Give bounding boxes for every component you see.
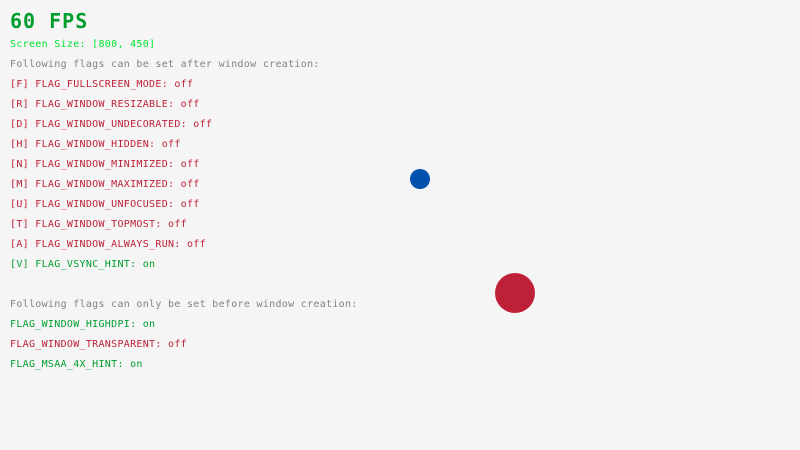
flag-status-after-5: [M] FLAG_WINDOW_MAXIMIZED: off (10, 179, 200, 190)
before-creation-header: Following flags can only be set before w… (10, 299, 358, 310)
screen-size-label: Screen Size: [800, 450] (10, 39, 156, 50)
flag-status-after-6: [U] FLAG_WINDOW_UNFOCUSED: off (10, 199, 200, 210)
flag-status-after-2: [D] FLAG_WINDOW_UNDECORATED: off (10, 119, 213, 130)
flag-status-after-1: [R] FLAG_WINDOW_RESIZABLE: off (10, 99, 200, 110)
fps-counter: 60 FPS (10, 9, 89, 33)
flag-status-after-3: [H] FLAG_WINDOW_HIDDEN: off (10, 139, 181, 150)
flag-status-after-0: [F] FLAG_FULLSCREEN_MODE: off (10, 79, 194, 90)
flag-status-after-9: [V] FLAG_VSYNC_HINT: on (10, 259, 156, 270)
flag-status-after-7: [T] FLAG_WINDOW_TOPMOST: off (10, 219, 187, 230)
red-ball (495, 273, 535, 313)
flag-status-before-0: FLAG_WINDOW_HIGHDPI: on (10, 319, 156, 330)
flag-status-before-2: FLAG_MSAA_4X_HINT: on (10, 359, 143, 370)
after-creation-header: Following flags can be set after window … (10, 59, 320, 70)
flag-status-after-4: [N] FLAG_WINDOW_MINIMIZED: off (10, 159, 200, 170)
flag-status-before-1: FLAG_WINDOW_TRANSPARENT: off (10, 339, 187, 350)
flag-status-after-8: [A] FLAG_WINDOW_ALWAYS_RUN: off (10, 239, 206, 250)
blue-ball (410, 169, 430, 189)
